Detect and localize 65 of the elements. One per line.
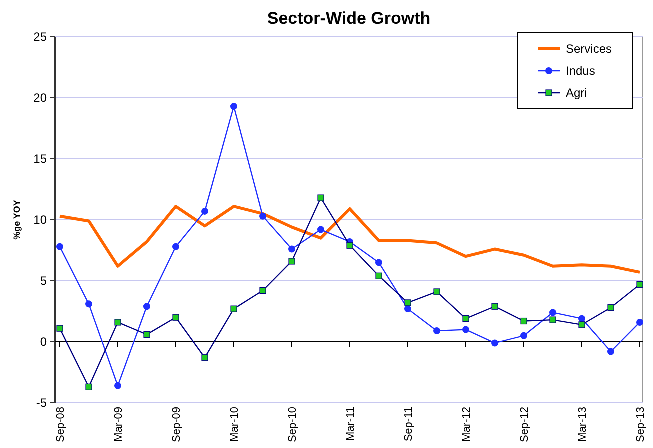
point: [520, 318, 528, 325]
legend-label: Agri: [566, 86, 588, 100]
y-tick-label: 10: [34, 213, 48, 227]
point: [56, 325, 64, 332]
point: [144, 303, 150, 310]
point: [86, 384, 92, 390]
point: [56, 243, 64, 250]
x-tick-label: Sep-10: [287, 407, 299, 442]
point: [202, 208, 208, 215]
point: [578, 322, 586, 328]
point: [230, 306, 238, 312]
x-tick-label: Sep-11: [403, 407, 415, 442]
x-tick-label: Sep-08: [55, 407, 67, 442]
point: [86, 300, 92, 308]
y-tick-label: 20: [34, 91, 48, 105]
x-tick-label: Mar-09: [113, 407, 125, 442]
point: [376, 259, 382, 266]
point: [114, 319, 122, 326]
point: [578, 315, 586, 322]
point: [636, 281, 644, 288]
point: [492, 303, 498, 310]
point: [260, 287, 266, 294]
point: [144, 331, 150, 338]
legend-label: Services: [566, 42, 612, 56]
point: [318, 194, 324, 202]
point: [404, 300, 412, 306]
point: [172, 243, 180, 250]
point: [404, 306, 412, 313]
point: [288, 246, 296, 253]
point: [550, 316, 556, 324]
point: [608, 304, 614, 312]
y-tick-label: 15: [34, 152, 48, 166]
point: [114, 382, 122, 390]
point: [520, 332, 528, 340]
y-tick-label: 5: [40, 274, 48, 288]
point: [550, 309, 556, 316]
x-tick-label: Mar-10: [229, 407, 241, 442]
point: [346, 242, 354, 249]
y-tick-label: 25: [34, 30, 48, 44]
x-tick-label: Mar-13: [577, 407, 589, 442]
y-axis-title: %ge YOY: [12, 200, 22, 240]
point: [462, 316, 470, 322]
legend-label: Indus: [566, 64, 596, 78]
chart-title: Sector-Wide Growth: [267, 9, 431, 28]
point: [462, 326, 470, 334]
line-series: [58, 205, 642, 274]
point: [608, 348, 614, 356]
point: [318, 226, 324, 234]
y-tick-label: -5: [36, 396, 48, 410]
x-tick-label: Sep-09: [171, 407, 183, 442]
x-tick-label: Sep-13: [635, 407, 647, 442]
point: [172, 314, 180, 321]
x-tick-label: Sep-12: [519, 407, 531, 442]
point: [492, 340, 498, 347]
point: [230, 103, 238, 110]
point: [202, 354, 208, 362]
point: [260, 212, 266, 220]
x-tick-label: Mar-11: [345, 407, 357, 442]
point: [636, 318, 644, 326]
x-tick-label: Mar-12: [461, 407, 473, 442]
point: [288, 258, 296, 265]
y-tick-label: 0: [40, 335, 48, 349]
point: [434, 288, 440, 296]
point: [376, 272, 382, 280]
point: [434, 328, 440, 335]
